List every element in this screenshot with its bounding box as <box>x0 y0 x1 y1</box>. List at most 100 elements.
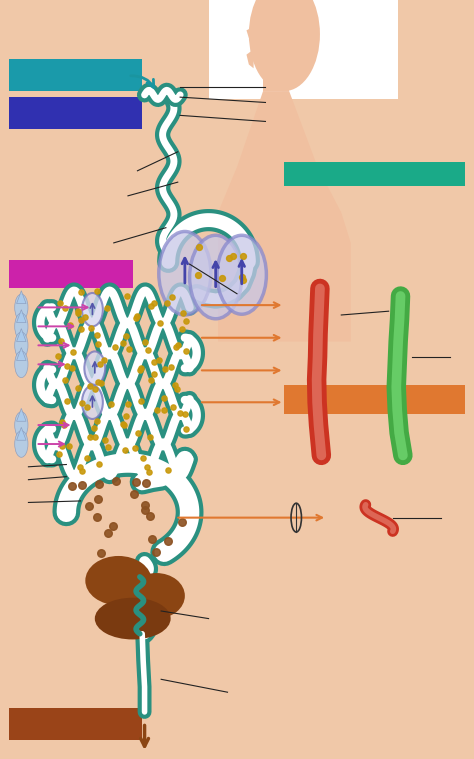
Bar <box>9 260 133 288</box>
Point <box>181 408 188 420</box>
Point <box>141 504 149 516</box>
Polygon shape <box>17 427 26 440</box>
Point <box>143 461 151 473</box>
Point <box>239 250 247 263</box>
Point <box>142 477 150 489</box>
Point <box>54 351 62 363</box>
Point <box>123 290 130 302</box>
Point <box>98 546 105 559</box>
Point <box>103 302 110 314</box>
Point <box>104 441 112 453</box>
Point <box>176 408 184 420</box>
Point <box>61 301 68 313</box>
Point <box>178 515 186 528</box>
Ellipse shape <box>95 598 171 639</box>
Point <box>65 440 73 452</box>
Point <box>161 363 169 375</box>
Point <box>74 307 82 319</box>
Bar <box>9 97 142 129</box>
Point <box>87 322 95 334</box>
Point <box>145 465 152 477</box>
Ellipse shape <box>15 411 28 439</box>
Point <box>179 307 187 319</box>
Point <box>152 546 160 559</box>
Point <box>154 405 161 417</box>
Point <box>66 319 73 331</box>
Point <box>134 427 142 439</box>
Polygon shape <box>17 291 26 304</box>
Point <box>178 323 185 335</box>
Ellipse shape <box>15 351 28 378</box>
Point <box>136 364 144 376</box>
Point <box>120 419 128 431</box>
Point <box>69 345 77 357</box>
Point <box>77 285 85 298</box>
Point <box>108 398 115 410</box>
Point <box>131 442 139 454</box>
Point <box>160 392 168 405</box>
Point <box>86 430 94 442</box>
Point <box>119 417 127 430</box>
Circle shape <box>82 386 103 419</box>
Point <box>156 317 164 329</box>
Point <box>141 336 149 348</box>
Point <box>133 312 140 324</box>
Circle shape <box>159 231 211 315</box>
Point <box>150 367 157 380</box>
Point <box>146 430 154 442</box>
Point <box>173 383 181 395</box>
Circle shape <box>82 293 103 326</box>
Point <box>195 241 202 253</box>
Ellipse shape <box>15 294 28 321</box>
Point <box>81 311 89 323</box>
Point <box>91 383 99 395</box>
Point <box>78 397 85 409</box>
Circle shape <box>84 351 105 385</box>
Point <box>97 376 105 389</box>
Ellipse shape <box>15 313 28 340</box>
Bar <box>9 59 142 91</box>
Ellipse shape <box>128 573 185 619</box>
Point <box>63 361 71 373</box>
Point <box>90 422 98 434</box>
Point <box>95 477 103 490</box>
Point <box>168 361 175 373</box>
Point <box>86 380 94 392</box>
Point <box>160 404 167 416</box>
Point <box>58 335 65 347</box>
Point <box>56 298 64 310</box>
Point <box>55 449 63 461</box>
Polygon shape <box>246 27 256 68</box>
Point <box>86 500 93 512</box>
Point <box>78 465 85 477</box>
Point <box>74 304 82 317</box>
Point <box>94 493 102 505</box>
Point <box>58 416 65 428</box>
Point <box>147 300 155 312</box>
Point <box>125 398 132 410</box>
Point <box>109 520 117 532</box>
Point <box>137 395 145 407</box>
Point <box>83 452 91 464</box>
Point <box>96 358 104 370</box>
Point <box>93 329 101 341</box>
Point <box>64 395 71 407</box>
Point <box>91 430 99 442</box>
Point <box>126 342 133 354</box>
Point <box>174 339 182 351</box>
Point <box>77 314 85 326</box>
Point <box>112 474 119 487</box>
Point <box>230 250 237 262</box>
Point <box>58 440 66 452</box>
Point <box>68 362 76 374</box>
Point <box>93 285 101 297</box>
Point <box>101 433 109 446</box>
Point <box>238 271 246 283</box>
Circle shape <box>217 235 266 314</box>
Point <box>194 269 202 281</box>
Point <box>225 252 233 264</box>
Point <box>133 310 140 322</box>
Point <box>150 355 157 367</box>
Point <box>144 344 152 356</box>
Point <box>182 315 190 327</box>
